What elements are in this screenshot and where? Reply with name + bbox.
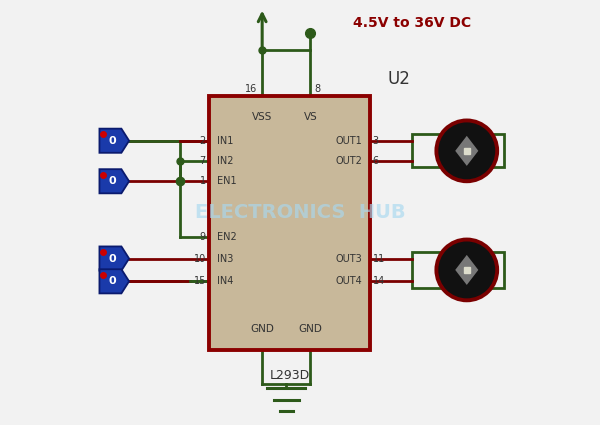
Text: 15: 15 — [193, 276, 206, 286]
Text: IN4: IN4 — [217, 276, 233, 286]
Circle shape — [436, 120, 497, 181]
Text: 6: 6 — [373, 156, 379, 166]
Text: ELECTRONICS  HUB: ELECTRONICS HUB — [194, 203, 406, 222]
Text: EN2: EN2 — [217, 232, 236, 242]
Text: IN1: IN1 — [217, 136, 233, 146]
Text: VSS: VSS — [252, 112, 272, 122]
Polygon shape — [100, 269, 129, 293]
Text: 0: 0 — [109, 136, 116, 146]
Text: 0: 0 — [109, 254, 116, 264]
Text: 11: 11 — [373, 254, 385, 264]
Text: OUT3: OUT3 — [335, 254, 362, 264]
Text: 3: 3 — [373, 136, 379, 146]
Polygon shape — [455, 255, 478, 285]
Text: 1: 1 — [200, 176, 206, 186]
Text: 4.5V to 36V DC: 4.5V to 36V DC — [353, 16, 471, 30]
Text: 8: 8 — [314, 84, 320, 94]
Text: 9: 9 — [200, 232, 206, 242]
Bar — [209, 96, 370, 350]
Text: 7: 7 — [200, 156, 206, 166]
Polygon shape — [455, 136, 478, 166]
Polygon shape — [100, 169, 129, 193]
Text: OUT1: OUT1 — [335, 136, 362, 146]
Text: GND: GND — [298, 324, 322, 334]
Bar — [412, 134, 503, 167]
Polygon shape — [100, 246, 129, 271]
Text: OUT4: OUT4 — [335, 276, 362, 286]
Text: U2: U2 — [388, 70, 410, 88]
Text: 0: 0 — [109, 176, 116, 186]
Text: 0: 0 — [109, 276, 116, 286]
Text: IN2: IN2 — [217, 156, 233, 166]
Text: VS: VS — [304, 112, 317, 122]
Text: OUT2: OUT2 — [335, 156, 362, 166]
Text: L293D: L293D — [269, 369, 310, 382]
Polygon shape — [100, 129, 129, 153]
Text: 16: 16 — [245, 84, 257, 94]
Text: EN1: EN1 — [217, 176, 236, 186]
Bar — [412, 252, 503, 288]
Circle shape — [436, 240, 497, 300]
Text: 14: 14 — [373, 276, 385, 286]
Text: 10: 10 — [194, 254, 206, 264]
Text: 2: 2 — [200, 136, 206, 146]
Text: IN3: IN3 — [217, 254, 233, 264]
Text: GND: GND — [250, 324, 274, 334]
